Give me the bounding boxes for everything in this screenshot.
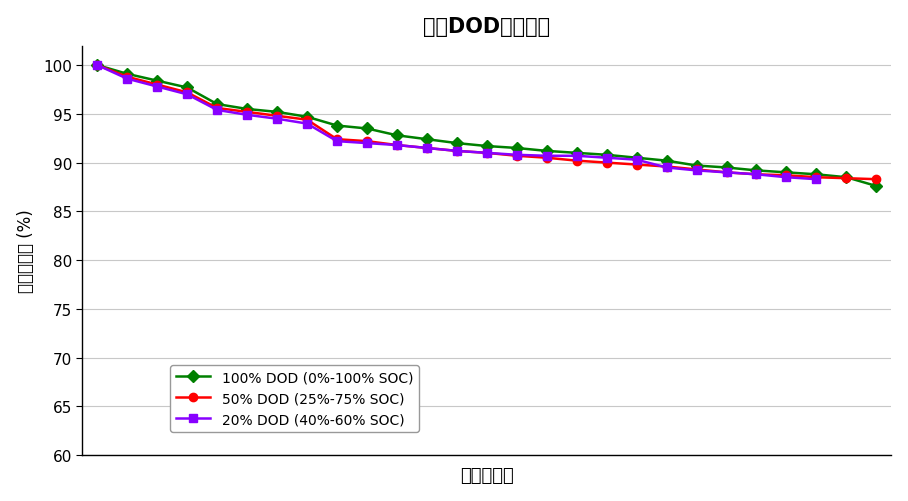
100% DOD (0%-100% SOC) — [661, 158, 672, 164]
20% DOD (40%-60% SOC) — [152, 84, 163, 90]
100% DOD (0%-100% SOC) — [301, 115, 312, 121]
50% DOD (25%-75% SOC) — [541, 155, 552, 161]
100% DOD (0%-100% SOC) — [451, 141, 462, 147]
50% DOD (25%-75% SOC) — [242, 110, 252, 116]
100% DOD (0%-100% SOC) — [481, 144, 492, 150]
X-axis label: 总能量输出: 总能量输出 — [460, 466, 514, 484]
20% DOD (40%-60% SOC) — [631, 157, 642, 163]
20% DOD (40%-60% SOC) — [271, 116, 282, 122]
20% DOD (40%-60% SOC) — [182, 92, 192, 98]
20% DOD (40%-60% SOC) — [331, 139, 342, 145]
100% DOD (0%-100% SOC) — [271, 110, 282, 116]
20% DOD (40%-60% SOC) — [301, 121, 312, 127]
Y-axis label: 容量保持率 (%): 容量保持率 (%) — [16, 209, 35, 293]
20% DOD (40%-60% SOC) — [122, 77, 133, 83]
Legend: 100% DOD (0%-100% SOC), 50% DOD (25%-75% SOC), 20% DOD (40%-60% SOC): 100% DOD (0%-100% SOC), 50% DOD (25%-75%… — [170, 365, 419, 432]
Line: 100% DOD (0%-100% SOC): 100% DOD (0%-100% SOC) — [94, 62, 881, 191]
100% DOD (0%-100% SOC) — [811, 172, 822, 178]
100% DOD (0%-100% SOC) — [391, 133, 402, 139]
20% DOD (40%-60% SOC) — [601, 155, 612, 161]
50% DOD (25%-75% SOC) — [781, 173, 792, 179]
50% DOD (25%-75% SOC) — [571, 158, 582, 164]
100% DOD (0%-100% SOC) — [691, 163, 702, 169]
100% DOD (0%-100% SOC) — [721, 165, 732, 171]
50% DOD (25%-75% SOC) — [481, 150, 492, 156]
20% DOD (40%-60% SOC) — [751, 172, 762, 178]
100% DOD (0%-100% SOC) — [152, 79, 163, 85]
100% DOD (0%-100% SOC) — [541, 149, 552, 155]
50% DOD (25%-75% SOC) — [122, 75, 133, 81]
50% DOD (25%-75% SOC) — [421, 146, 432, 152]
100% DOD (0%-100% SOC) — [182, 85, 192, 91]
20% DOD (40%-60% SOC) — [451, 149, 462, 155]
100% DOD (0%-100% SOC) — [841, 175, 852, 181]
100% DOD (0%-100% SOC) — [631, 155, 642, 161]
100% DOD (0%-100% SOC) — [242, 107, 252, 113]
20% DOD (40%-60% SOC) — [361, 141, 372, 147]
20% DOD (40%-60% SOC) — [481, 150, 492, 156]
100% DOD (0%-100% SOC) — [122, 72, 133, 78]
20% DOD (40%-60% SOC) — [691, 168, 702, 174]
100% DOD (0%-100% SOC) — [781, 170, 792, 176]
50% DOD (25%-75% SOC) — [212, 106, 222, 112]
100% DOD (0%-100% SOC) — [511, 146, 522, 152]
50% DOD (25%-75% SOC) — [391, 143, 402, 149]
50% DOD (25%-75% SOC) — [92, 63, 103, 69]
20% DOD (40%-60% SOC) — [92, 63, 103, 69]
50% DOD (25%-75% SOC) — [751, 172, 762, 178]
50% DOD (25%-75% SOC) — [152, 82, 163, 88]
50% DOD (25%-75% SOC) — [331, 137, 342, 143]
50% DOD (25%-75% SOC) — [871, 177, 882, 183]
50% DOD (25%-75% SOC) — [721, 170, 732, 176]
20% DOD (40%-60% SOC) — [212, 108, 222, 114]
Title: 不同DOD常温循环: 不同DOD常温循环 — [423, 17, 550, 37]
Line: 20% DOD (40%-60% SOC): 20% DOD (40%-60% SOC) — [94, 62, 821, 184]
20% DOD (40%-60% SOC) — [571, 153, 582, 159]
50% DOD (25%-75% SOC) — [811, 175, 822, 181]
20% DOD (40%-60% SOC) — [661, 165, 672, 171]
50% DOD (25%-75% SOC) — [511, 153, 522, 159]
50% DOD (25%-75% SOC) — [271, 114, 282, 120]
50% DOD (25%-75% SOC) — [361, 139, 372, 145]
50% DOD (25%-75% SOC) — [631, 162, 642, 168]
20% DOD (40%-60% SOC) — [811, 177, 822, 183]
100% DOD (0%-100% SOC) — [361, 126, 372, 132]
50% DOD (25%-75% SOC) — [451, 149, 462, 155]
50% DOD (25%-75% SOC) — [841, 176, 852, 182]
100% DOD (0%-100% SOC) — [421, 137, 432, 143]
20% DOD (40%-60% SOC) — [511, 152, 522, 158]
50% DOD (25%-75% SOC) — [691, 167, 702, 173]
20% DOD (40%-60% SOC) — [541, 153, 552, 159]
100% DOD (0%-100% SOC) — [212, 102, 222, 108]
100% DOD (0%-100% SOC) — [331, 123, 342, 129]
20% DOD (40%-60% SOC) — [242, 113, 252, 119]
100% DOD (0%-100% SOC) — [571, 150, 582, 156]
100% DOD (0%-100% SOC) — [601, 152, 612, 158]
20% DOD (40%-60% SOC) — [391, 143, 402, 149]
50% DOD (25%-75% SOC) — [301, 117, 312, 123]
50% DOD (25%-75% SOC) — [182, 90, 192, 96]
100% DOD (0%-100% SOC) — [871, 184, 882, 190]
20% DOD (40%-60% SOC) — [721, 170, 732, 176]
50% DOD (25%-75% SOC) — [661, 164, 672, 170]
50% DOD (25%-75% SOC) — [601, 160, 612, 166]
100% DOD (0%-100% SOC) — [751, 168, 762, 174]
100% DOD (0%-100% SOC) — [92, 63, 103, 69]
Line: 50% DOD (25%-75% SOC): 50% DOD (25%-75% SOC) — [94, 62, 881, 184]
20% DOD (40%-60% SOC) — [781, 175, 792, 181]
20% DOD (40%-60% SOC) — [421, 146, 432, 152]
